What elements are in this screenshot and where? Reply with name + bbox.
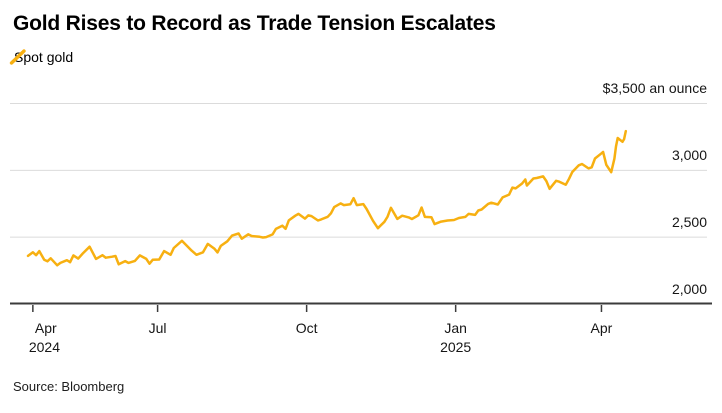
- spot-gold-line: [26, 129, 628, 267]
- x-axis-tick-label: Jan: [444, 320, 467, 336]
- x-axis-tick-label: Apr: [34, 320, 57, 336]
- source-text: Source: Bloomberg: [13, 379, 125, 394]
- y-axis-tick-label: 3,000: [671, 146, 707, 163]
- y-axis-tick-label: 2,000: [671, 280, 707, 297]
- x-axis-tick-label: Apr: [590, 320, 613, 336]
- x-axis-label-group: Oct: [296, 319, 318, 338]
- y-axis-unit-label: $3,500 an ounce: [602, 80, 707, 96]
- x-axis-label-group: Jan 2025: [440, 319, 471, 357]
- x-axis-label-group: Apr 2024: [29, 319, 60, 357]
- legend: Spot gold: [8, 48, 73, 66]
- x-axis-year-label: 2025: [440, 339, 472, 355]
- x-axis-tick-label: Oct: [295, 320, 318, 336]
- slash-icon: [9, 49, 26, 65]
- y-axis-tick-label: 2,500: [671, 213, 707, 230]
- x-axis-year-label: 2024: [28, 339, 61, 355]
- legend-label: Spot gold: [14, 49, 74, 65]
- chart-title: Gold Rises to Record as Trade Tension Es…: [13, 12, 496, 35]
- x-axis-tick-label: Jul: [148, 320, 167, 336]
- x-axis-label-group: Jul: [149, 319, 167, 338]
- x-axis-label-group: Apr: [591, 319, 613, 338]
